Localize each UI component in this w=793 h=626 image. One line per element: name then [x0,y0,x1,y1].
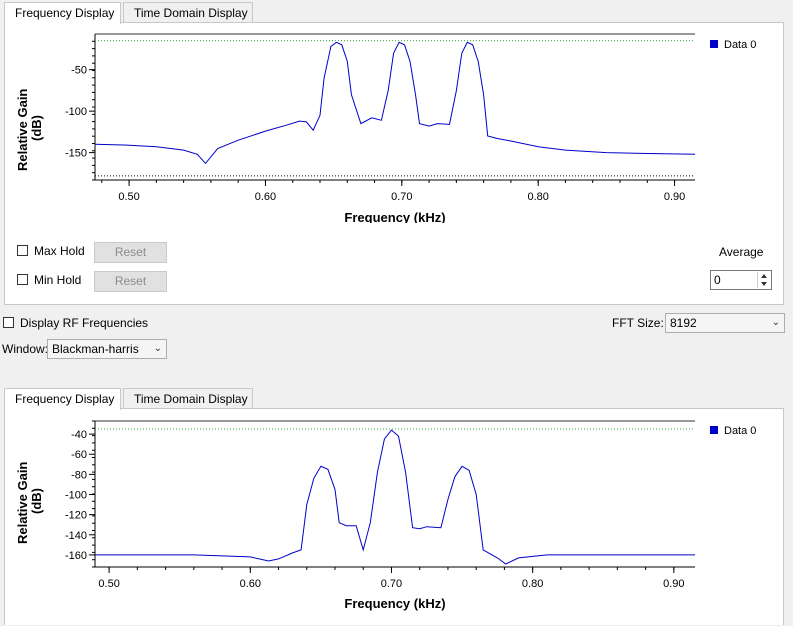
display-rf-label: Display RF Frequencies [20,316,149,330]
y-tick-label: -100 [65,106,87,118]
y-tick-label: -40 [71,429,87,441]
min-hold-label: Min Hold [34,273,82,287]
y-axis-label: Relative Gain (dB) [15,85,44,171]
min-hold-reset-button[interactable]: Reset [94,271,167,292]
plot-area: -40 -60 -80 -100 -120 -140 -160 0.50 0.60 0.70 0.8… [65,420,695,590]
fft-size-label: FFT Size: [612,316,664,330]
tab-frequency-display[interactable]: Frequency Display [4,388,121,410]
average-label: Average [719,245,764,259]
x-tick-label: 0.60 [255,191,276,203]
average-spinbox[interactable]: 0 [710,270,772,290]
y-tick-label: -150 [65,148,87,160]
x-tick-label: 0.80 [527,191,548,203]
window-label: Window: [2,342,49,356]
y-tick-label: -140 [65,530,87,542]
window-select[interactable]: Blackman-harris ⌄ [47,339,167,359]
y-axis-label-line2: (dB) [29,115,44,141]
y-axis-label-line1: Relative Gain [15,462,30,544]
y-axis-label-line1: Relative Gain [15,89,30,171]
tab-frequency-display[interactable]: Frequency Display [4,2,121,24]
x-tick-label: 0.50 [118,191,139,203]
window-value: Blackman-harris [52,342,139,356]
x-axis-label: Frequency (kHz) [344,210,445,223]
bottom-tab-bar: Frequency Display Time Domain Display [4,388,784,410]
y-tick-label: -50 [71,65,87,77]
y-tick-label: -160 [65,550,87,562]
legend-swatch [710,426,718,434]
legend-label: Data 0 [724,425,756,437]
top-tab-bar: Frequency Display Time Domain Display [4,2,784,24]
x-tick-label: 0.50 [98,578,119,590]
series-line-data-0 [94,41,696,165]
x-tick-label: 0.60 [240,578,261,590]
tab-time-domain-display[interactable]: Time Domain Display [123,2,253,22]
y-axis-label-line2: (dB) [29,488,44,514]
chevron-down-icon: ⌄ [153,343,162,354]
legend-label: Data 0 [724,39,756,51]
x-axis-label: Frequency (kHz) [344,596,445,611]
min-hold-checkbox[interactable] [17,274,28,285]
top-frequency-panel: Relative Gain (dB) Frequency (kHz) Data … [4,22,784,305]
x-tick-label: 0.70 [391,191,412,203]
spin-buttons [757,272,770,288]
triangle-up-icon[interactable] [758,272,770,280]
plot-area: -50 -100 -150 0.50 0.60 0.70 0.80 0.90 [65,33,696,203]
x-tick-label: 0.90 [664,191,685,203]
y-tick-label: -80 [71,469,87,481]
max-hold-checkbox[interactable] [17,245,28,256]
x-tick-label: 0.80 [522,578,543,590]
series-line-data-0 [95,429,695,565]
tab-time-domain-display[interactable]: Time Domain Display [123,388,253,408]
chevron-down-icon: ⌄ [771,317,780,328]
bottom-frequency-panel: Relative Gain (dB) Frequency (kHz) Data … [4,408,784,625]
x-tick-label: 0.70 [381,578,402,590]
y-tick-label: -60 [71,449,87,461]
fft-size-value: 8192 [670,316,697,330]
y-tick-label: -100 [65,490,87,502]
max-hold-label: Max Hold [34,244,85,258]
display-rf-checkbox[interactable] [3,317,14,328]
top-spectrum-plot: Relative Gain (dB) Frequency (kHz) Data … [15,33,756,223]
y-axis-label: Relative Gain (dB) [15,458,44,544]
bottom-spectrum-plot: Relative Gain (dB) Frequency (kHz) Data … [15,420,756,611]
legend-swatch [710,40,718,48]
x-tick-label: 0.90 [663,578,684,590]
y-tick-label: -120 [65,510,87,522]
triangle-down-icon[interactable] [758,280,770,288]
average-value: 0 [714,273,721,287]
fft-size-select[interactable]: 8192 ⌄ [665,313,785,333]
max-hold-reset-button[interactable]: Reset [94,242,167,263]
